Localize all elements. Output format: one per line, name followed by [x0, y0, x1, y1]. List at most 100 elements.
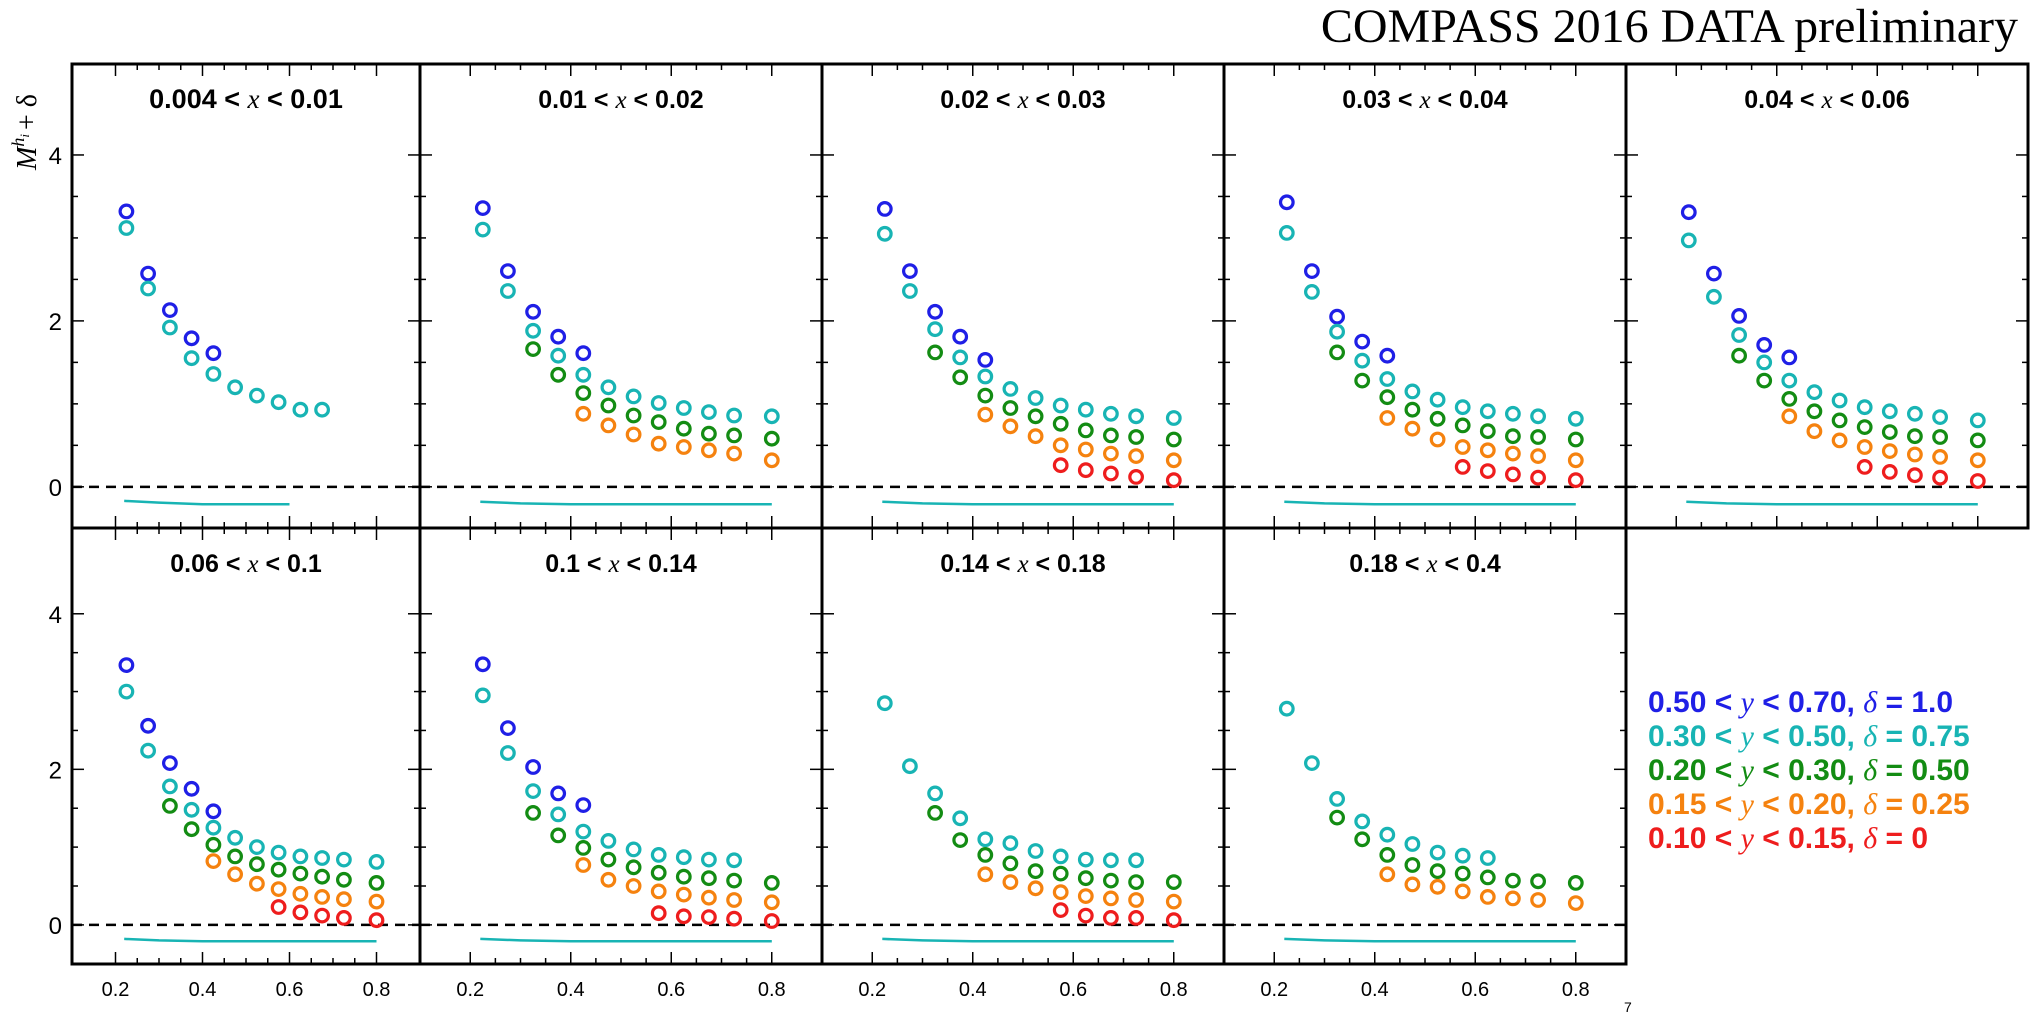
data-point-y010_015 — [1128, 910, 1144, 926]
data-point-y030_050 — [1906, 405, 1923, 422]
data-point-y010_015 — [1856, 459, 1873, 475]
panel-title-hi: 0.18 — [1057, 550, 1106, 578]
data-point-y030_050 — [118, 683, 135, 700]
data-point-y050_070 — [575, 797, 592, 813]
data-point-y030_050 — [500, 283, 516, 299]
data-point-y010_015 — [270, 899, 287, 915]
y-tick-label: 0 — [49, 475, 62, 502]
y-axis-label-sup-sub: i — [17, 134, 32, 138]
data-point-y030_050 — [650, 847, 667, 863]
data-point-y030_050 — [161, 319, 178, 336]
data-point-y030_050 — [625, 388, 642, 405]
data-point-y030_050 — [1303, 284, 1320, 300]
legend-lo: 0.10 — [1648, 822, 1706, 855]
data-point-y030_050 — [1404, 383, 1421, 400]
data-point-y020_030 — [1429, 410, 1446, 427]
data-point-y020_030 — [575, 840, 592, 856]
data-point-y020_030 — [1530, 873, 1546, 890]
data-point-y015_020 — [1479, 889, 1496, 905]
data-point-y030_050 — [1429, 391, 1446, 408]
data-point-y030_050 — [314, 850, 331, 866]
data-point-y030_050 — [675, 849, 692, 866]
data-point-y010_015 — [1077, 907, 1094, 924]
data-point-y015_020 — [1165, 452, 1182, 469]
data-point-y020_030 — [1806, 403, 1823, 420]
data-point-y050_070 — [140, 717, 157, 734]
systematic-band-curve — [882, 937, 1174, 943]
panel-title-var: x — [247, 84, 260, 114]
panel-title-lo: 0.01 — [538, 86, 587, 114]
y-axis-label: Mhi + δ — [8, 94, 43, 171]
data-point-y015_020 — [726, 892, 742, 908]
data-point-y030_050 — [227, 829, 244, 846]
data-point-y030_050 — [474, 221, 491, 238]
data-point-y015_020 — [625, 426, 642, 443]
data-point-y020_030 — [368, 875, 385, 891]
data-point-y015_020 — [227, 866, 244, 883]
data-point-y030_050 — [336, 851, 352, 868]
data-point-y050_070 — [1379, 347, 1396, 364]
panel-2: 0.01 < x < 0.02 — [418, 62, 824, 530]
y-axis-label-tail: + δ — [12, 94, 43, 130]
data-point-y030_050 — [1932, 409, 1948, 426]
data-point-y020_030 — [1831, 412, 1848, 429]
data-point-y030_050 — [500, 745, 516, 761]
data-point-y030_050 — [1454, 847, 1471, 864]
panel-title-lo: 0.03 — [1342, 86, 1391, 114]
data-point-y020_030 — [1102, 872, 1119, 889]
panel-title-lo: 0.06 — [170, 550, 219, 578]
data-point-y010_015 — [1102, 465, 1119, 482]
data-point-y050_070 — [161, 755, 178, 771]
data-point-y050_070 — [205, 345, 222, 362]
data-point-y020_030 — [1052, 415, 1069, 432]
data-point-y015_020 — [1969, 452, 1986, 469]
data-point-y015_020 — [1530, 448, 1546, 465]
data-point-y030_050 — [550, 347, 567, 364]
data-point-y030_050 — [1027, 390, 1044, 406]
data-point-y030_050 — [701, 851, 717, 868]
data-point-y020_030 — [701, 425, 717, 442]
data-point-y010_015 — [1906, 467, 1923, 484]
data-point-y015_020 — [314, 889, 331, 905]
data-point-y015_020 — [675, 439, 692, 455]
legend-hi: 0.70 — [1788, 686, 1846, 719]
data-point-y030_050 — [525, 322, 541, 339]
data-point-y050_070 — [1303, 263, 1320, 280]
data-point-y015_020 — [1052, 884, 1069, 901]
data-point-y015_020 — [1932, 449, 1948, 465]
data-point-y010_015 — [1567, 472, 1584, 489]
data-point-y030_050 — [575, 823, 592, 840]
data-point-y050_070 — [118, 203, 135, 220]
data-point-y020_030 — [650, 864, 667, 881]
data-point-y020_030 — [1354, 831, 1371, 848]
data-point-y030_050 — [1831, 392, 1848, 409]
data-point-y020_030 — [1354, 372, 1371, 389]
data-point-y050_070 — [1781, 349, 1798, 366]
data-point-y015_020 — [625, 878, 642, 894]
data-point-y015_020 — [1027, 428, 1044, 445]
panel-title-var: x — [607, 551, 619, 578]
panel-title: 0.004 < x < 0.01 — [149, 84, 343, 114]
y-tick-label: 2 — [49, 309, 62, 336]
panel-title: 0.04 < x < 0.06 — [1744, 86, 1909, 114]
data-point-y020_030 — [314, 868, 331, 885]
panel-title: 0.18 < x < 0.4 — [1349, 550, 1501, 578]
data-point-y010_015 — [1454, 459, 1471, 475]
legend-lo: 0.50 — [1648, 686, 1706, 719]
data-point-y050_070 — [1705, 265, 1722, 282]
data-point-y030_050 — [1404, 836, 1421, 852]
data-point-y020_030 — [1969, 432, 1986, 449]
data-point-y020_030 — [1002, 400, 1019, 416]
data-point-y020_030 — [550, 827, 567, 844]
data-point-y050_070 — [183, 780, 200, 797]
data-point-y030_050 — [876, 225, 893, 242]
data-point-y010_015 — [726, 910, 742, 927]
systematic-band-curve — [480, 937, 772, 943]
data-point-y020_030 — [726, 427, 742, 444]
data-point-y030_050 — [1165, 410, 1182, 426]
data-point-y030_050 — [1731, 327, 1747, 343]
legend-hi: 0.15 — [1788, 822, 1846, 855]
data-point-y015_020 — [1856, 439, 1873, 455]
panel-frame — [1222, 62, 1628, 530]
data-point-y050_070 — [161, 302, 178, 319]
